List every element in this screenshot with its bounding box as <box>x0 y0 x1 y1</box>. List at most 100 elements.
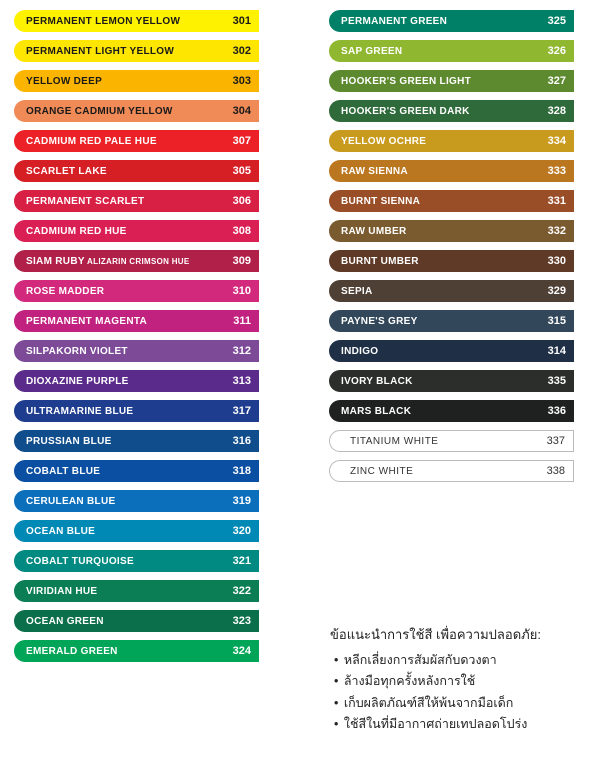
swatch-name: PAYNE'S GREY <box>341 316 418 327</box>
swatch-sub: ALIZARIN CRIMSON HUE <box>85 257 190 266</box>
color-swatch: RAW UMBER 332 <box>329 220 574 242</box>
swatch-name: SAP GREEN <box>341 46 402 57</box>
instruction-item: ใช้สีในที่มีอากาศถ่ายเทปลอดโปร่ง <box>334 714 541 735</box>
color-swatch: OCEAN BLUE 320 <box>14 520 259 542</box>
swatch-code: 316 <box>233 435 251 447</box>
swatch-name: CADMIUM RED PALE HUE <box>26 136 157 147</box>
color-swatch: EMERALD GREEN 324 <box>14 640 259 662</box>
swatch-name: VIRIDIAN HUE <box>26 586 97 597</box>
color-swatch: ULTRAMARINE BLUE 317 <box>14 400 259 422</box>
swatch-name: PERMANENT GREEN <box>341 16 447 27</box>
swatch-name: COBALT BLUE <box>26 466 100 477</box>
swatch-name: BURNT SIENNA <box>341 196 420 207</box>
color-swatch: ROSE MADDER 310 <box>14 280 259 302</box>
swatch-name: PERMANENT LEMON YELLOW <box>26 16 180 27</box>
swatch-name: OCEAN GREEN <box>26 616 104 627</box>
left-column: PERMANENT LEMON YELLOW 301 PERMANENT LIGHT… <box>14 10 259 662</box>
swatch-code: 305 <box>233 165 251 177</box>
swatch-name: SCARLET LAKE <box>26 166 107 177</box>
swatch-code: 303 <box>233 75 251 87</box>
swatch-code: 323 <box>233 615 251 627</box>
swatch-name: PERMANENT SCARLET <box>26 196 144 207</box>
swatch-code: 301 <box>233 15 251 27</box>
swatch-code: 310 <box>233 285 251 297</box>
color-swatch: RAW SIENNA333 <box>329 160 574 182</box>
swatch-code: 337 <box>547 435 565 447</box>
color-swatch: SEPIA 329 <box>329 280 574 302</box>
color-swatch: SIAM RUBY ALIZARIN CRIMSON HUE309 <box>14 250 259 272</box>
swatch-code: 322 <box>233 585 251 597</box>
swatch-name: EMERALD GREEN <box>26 646 118 657</box>
color-swatch: BURNT UMBER330 <box>329 250 574 272</box>
color-swatch: CADMIUM RED HUE308 <box>14 220 259 242</box>
swatch-name: IVORY BLACK <box>341 376 413 387</box>
color-swatch: BURNT SIENNA 331 <box>329 190 574 212</box>
swatch-name: CERULEAN BLUE <box>26 496 115 507</box>
color-swatch: PERMANENT MAGENTA311 <box>14 310 259 332</box>
color-swatch: VIRIDIAN HUE 322 <box>14 580 259 602</box>
instruction-item: ล้างมือทุกครั้งหลังการใช้ <box>334 671 541 692</box>
swatch-name: YELLOW DEEP <box>26 76 102 87</box>
swatch-code: 320 <box>233 525 251 537</box>
swatch-name: RAW SIENNA <box>341 166 408 177</box>
color-swatch: INDIGO 314 <box>329 340 574 362</box>
swatch-name: BURNT UMBER <box>341 256 419 267</box>
color-swatch: COBALT BLUE 318 <box>14 460 259 482</box>
color-swatch: YELLOW OCHRE334 <box>329 130 574 152</box>
swatch-code: 321 <box>233 555 251 567</box>
color-swatch: COBALT TURQUOISE 321 <box>14 550 259 572</box>
swatch-name: YELLOW OCHRE <box>341 136 426 147</box>
swatch-code: 311 <box>233 315 251 327</box>
swatch-code: 335 <box>548 375 566 387</box>
color-swatch: DIOXAZINE PURPLE313 <box>14 370 259 392</box>
swatch-name: MARS BLACK <box>341 406 411 417</box>
swatch-code: 332 <box>548 225 566 237</box>
swatch-code: 317 <box>233 405 251 417</box>
color-swatch: TITANIUM WHITE 337 <box>329 430 574 452</box>
swatch-code: 319 <box>233 495 251 507</box>
color-swatch: PRUSSIAN BLUE 316 <box>14 430 259 452</box>
swatch-code: 302 <box>233 45 251 57</box>
swatch-name: PERMANENT LIGHT YELLOW <box>26 46 174 57</box>
swatch-name: INDIGO <box>341 346 378 357</box>
swatch-code: 304 <box>233 105 251 117</box>
color-swatch: PERMANENT LIGHT YELLOW 302 <box>14 40 259 62</box>
swatch-code: 338 <box>547 465 565 477</box>
swatch-code: 329 <box>548 285 566 297</box>
swatch-name: HOOKER'S GREEN LIGHT <box>341 76 471 87</box>
color-swatch: PAYNE'S GREY315 <box>329 310 574 332</box>
instructions-title: ข้อแนะนำการใช้สี เพื่อความปลอดภัย: <box>330 624 541 646</box>
swatch-code: 325 <box>548 15 566 27</box>
color-swatch: CERULEAN BLUE 319 <box>14 490 259 512</box>
instruction-item: เก็บผลิตภัณฑ์สีให้พ้นจากมือเด็ก <box>334 693 541 714</box>
color-swatch: YELLOW DEEP 303 <box>14 70 259 92</box>
swatch-code: 313 <box>233 375 251 387</box>
swatch-code: 314 <box>548 345 566 357</box>
swatch-name: ULTRAMARINE BLUE <box>26 406 133 417</box>
color-chart: PERMANENT LEMON YELLOW 301 PERMANENT LIGHT… <box>0 0 600 662</box>
swatch-name: RAW UMBER <box>341 226 406 237</box>
swatch-code: 331 <box>548 195 566 207</box>
swatch-name: OCEAN BLUE <box>26 526 95 537</box>
color-swatch: SILPAKORN VIOLET312 <box>14 340 259 362</box>
swatch-name: CADMIUM RED HUE <box>26 226 127 237</box>
color-swatch: HOOKER'S GREEN DARK328 <box>329 100 574 122</box>
color-swatch: HOOKER'S GREEN LIGHT 327 <box>329 70 574 92</box>
swatch-code: 312 <box>233 345 251 357</box>
right-column: PERMANENT GREEN325SAP GREEN326HOOKER'S G… <box>329 10 574 662</box>
swatch-name: SEPIA <box>341 286 373 297</box>
swatch-name: ROSE MADDER <box>26 286 104 297</box>
swatch-code: 318 <box>233 465 251 477</box>
color-swatch: OCEAN GREEN 323 <box>14 610 259 632</box>
swatch-name: TITANIUM WHITE <box>350 436 438 447</box>
swatch-name: PRUSSIAN BLUE <box>26 436 112 447</box>
instruction-item: หลีกเลี่ยงการสัมผัสกับดวงตา <box>334 650 541 671</box>
swatch-code: 307 <box>233 135 251 147</box>
color-swatch: PERMANENT LEMON YELLOW 301 <box>14 10 259 32</box>
swatch-code: 336 <box>548 405 566 417</box>
swatch-code: 324 <box>233 645 251 657</box>
color-swatch: SCARLET LAKE 305 <box>14 160 259 182</box>
swatch-name: COBALT TURQUOISE <box>26 556 134 567</box>
swatch-code: 327 <box>548 75 566 87</box>
swatch-code: 309 <box>233 255 251 267</box>
